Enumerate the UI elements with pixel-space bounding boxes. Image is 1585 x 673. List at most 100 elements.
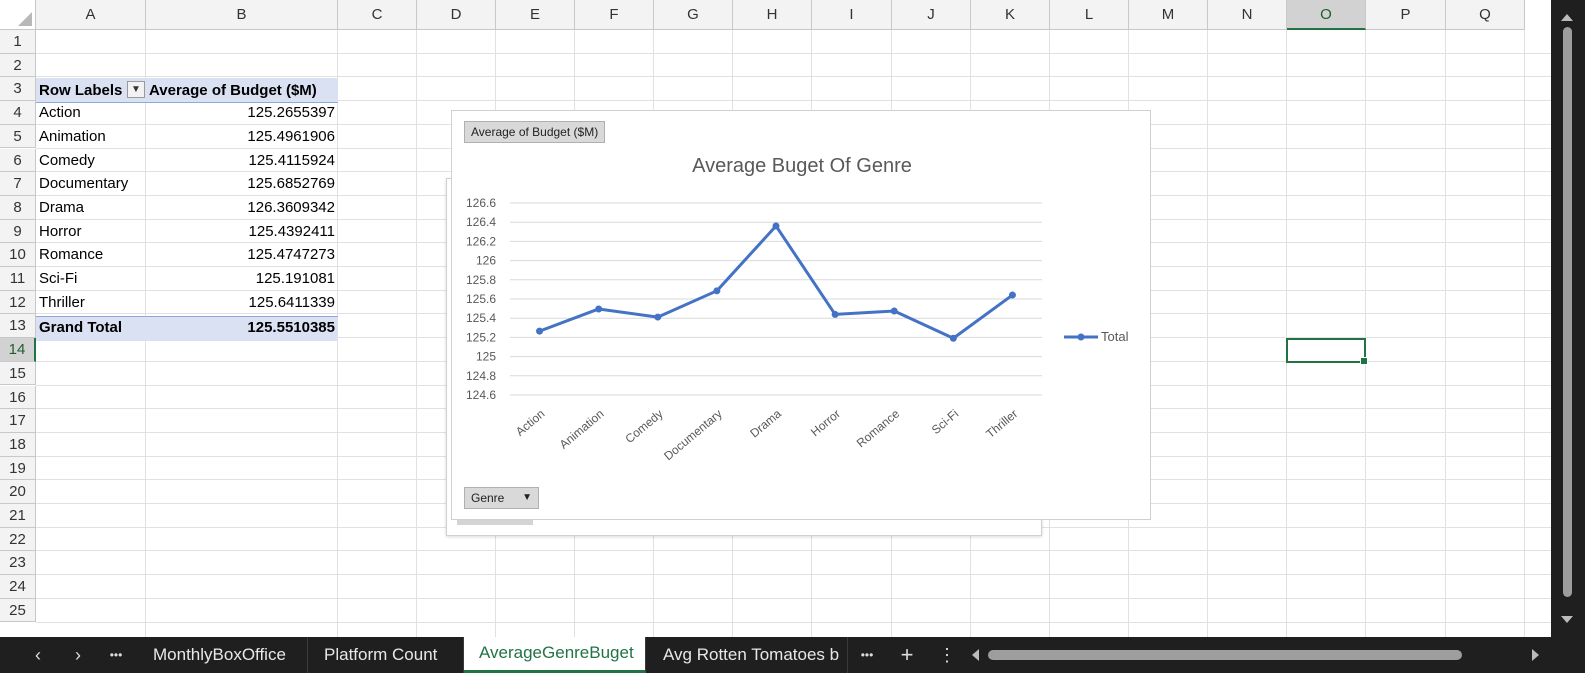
vertical-scrollbar[interactable] — [1551, 0, 1585, 637]
scroll-left-icon[interactable] — [972, 649, 979, 661]
pivot-row-value[interactable]: 125.191081 — [255, 270, 335, 287]
pivot-row-label[interactable]: Animation — [39, 127, 106, 145]
pivot-row-label[interactable]: Horror — [39, 222, 82, 240]
pivot-row-label[interactable]: Documentary — [39, 175, 129, 193]
pivot-row-label[interactable]: Sci-Fi — [39, 270, 78, 287]
x-tick-label: Action — [513, 407, 548, 439]
row-header-1[interactable]: 1 — [0, 30, 36, 54]
row-header-7[interactable]: 7 — [0, 172, 36, 196]
pivot-row-value[interactable]: 125.4392411 — [248, 222, 335, 240]
x-tick-label: Animation — [557, 407, 607, 452]
pivot-chart[interactable]: Average of Budget ($M) Average Buget Of … — [451, 110, 1151, 520]
more-sheets-icon[interactable]: ••• — [109, 648, 123, 662]
column-header-d[interactable]: D — [417, 0, 496, 30]
row-header-4[interactable]: 4 — [0, 101, 36, 125]
pivot-row-value[interactable]: 125.6852769 — [247, 175, 335, 193]
row-header-17[interactable]: 17 — [0, 409, 36, 433]
column-header-o[interactable]: O — [1287, 0, 1366, 30]
chart-plot-area[interactable]: 126.6 126.4 126.2 126 125.8 125.6 125.4 125.2 12… — [452, 111, 1152, 521]
horizontal-scroll-thumb[interactable] — [988, 650, 1462, 660]
grid-line — [36, 550, 1551, 552]
pivot-row-value[interactable]: 125.2655397 — [247, 104, 335, 122]
row-header-22[interactable]: 22 — [0, 527, 36, 552]
scroll-right-icon[interactable] — [1532, 649, 1539, 661]
y-tick-label: 126.4 — [466, 215, 496, 229]
column-header-q[interactable]: Q — [1446, 0, 1525, 30]
row-header-19[interactable]: 19 — [0, 456, 36, 481]
legend-marker-icon — [1077, 333, 1085, 341]
row-header-21[interactable]: 21 — [0, 504, 36, 528]
chart-title[interactable]: Average Buget Of Genre — [692, 155, 912, 177]
ghost-field-button — [457, 515, 533, 525]
row-header-12[interactable]: 12 — [0, 290, 36, 315]
x-tick-label: Documentary — [661, 407, 725, 464]
row-header-24[interactable]: 24 — [0, 575, 36, 599]
row-header-20[interactable]: 20 — [0, 480, 36, 504]
column-header-f[interactable]: F — [575, 0, 654, 30]
pivot-row-value[interactable]: 125.4961906 — [247, 127, 335, 145]
column-header-j[interactable]: J — [892, 0, 971, 30]
row-header-8[interactable]: 8 — [0, 195, 36, 220]
column-header-l[interactable]: L — [1050, 0, 1129, 30]
column-header-c[interactable]: C — [338, 0, 417, 30]
sheet-tab-platform-count[interactable]: Platform Count — [309, 637, 464, 673]
row-header-6[interactable]: 6 — [0, 148, 36, 173]
row-header-15[interactable]: 15 — [0, 361, 36, 386]
row-header-13[interactable]: 13 — [0, 314, 36, 339]
pivot-row-label[interactable]: Thriller — [39, 293, 85, 311]
grid-line — [416, 30, 417, 637]
sheet-tab-monthlyboxoffice[interactable]: MonthlyBoxOffice — [138, 637, 308, 673]
sheet-tab-averagegenrebuget[interactable]: AverageGenreBuget — [464, 637, 646, 673]
next-sheet-icon[interactable]: › — [75, 645, 81, 665]
column-header-a[interactable]: A — [36, 0, 146, 30]
column-header-i[interactable]: I — [812, 0, 892, 30]
row-header-25[interactable]: 25 — [0, 598, 36, 623]
row-header-18[interactable]: 18 — [0, 432, 36, 457]
row-header-9[interactable]: 9 — [0, 219, 36, 244]
active-cell[interactable] — [1286, 338, 1368, 365]
row-header-5[interactable]: 5 — [0, 124, 36, 149]
column-header-n[interactable]: N — [1208, 0, 1287, 30]
pivot-row-label[interactable]: Romance — [39, 246, 104, 264]
row-header-14[interactable]: 14 — [0, 338, 36, 362]
column-header-g[interactable]: G — [654, 0, 733, 30]
chart-axis-field-button[interactable]: Genre ▼ — [464, 487, 539, 509]
chart-value-field-button[interactable]: Average of Budget ($M) — [464, 121, 606, 143]
scroll-up-icon[interactable] — [1561, 14, 1573, 21]
column-header-e[interactable]: E — [496, 0, 575, 30]
column-header-p[interactable]: P — [1366, 0, 1446, 30]
select-all-corner[interactable] — [0, 0, 36, 30]
row-header-10[interactable]: 10 — [0, 243, 36, 267]
vertical-scroll-thumb[interactable] — [1563, 27, 1572, 597]
row-header-2[interactable]: 2 — [0, 53, 36, 78]
pivot-row-value[interactable]: 125.6411339 — [248, 293, 335, 311]
horizontal-scrollbar[interactable] — [968, 637, 1548, 673]
more-sheets-right-icon[interactable]: ••• — [860, 648, 874, 662]
pivot-row-value[interactable]: 125.4115924 — [248, 151, 335, 169]
add-sheet-icon[interactable]: + — [900, 642, 914, 667]
prev-sheet-icon[interactable]: ‹ — [35, 645, 41, 665]
data-point — [654, 313, 662, 321]
column-header-k[interactable]: K — [971, 0, 1050, 30]
pivot-row-label[interactable]: Comedy — [39, 151, 95, 169]
pivot-row-value[interactable]: 126.3609342 — [247, 198, 335, 216]
pivot-filter-button[interactable]: ▼ — [127, 81, 145, 98]
column-header-b[interactable]: B — [146, 0, 338, 30]
x-tick-label: Romance — [854, 406, 903, 450]
scroll-down-icon[interactable] — [1561, 616, 1573, 623]
column-header-h[interactable]: H — [733, 0, 812, 30]
column-header-m[interactable]: M — [1129, 0, 1208, 30]
pivot-row-label[interactable]: Drama — [39, 198, 85, 216]
data-point — [595, 305, 603, 313]
row-header-11[interactable]: 11 — [0, 267, 36, 291]
pivot-row-value[interactable]: 125.4747273 — [247, 246, 335, 264]
pivot-row-label[interactable]: Action — [39, 104, 81, 122]
x-tick-label: Thriller — [983, 407, 1020, 441]
sheet-options-icon[interactable]: ⋮ — [938, 645, 956, 665]
fill-handle[interactable] — [1360, 357, 1368, 365]
row-header-3[interactable]: 3 — [0, 77, 36, 102]
row-header-16[interactable]: 16 — [0, 385, 36, 410]
sheet-tab-avg-rotten-tomatoes-b[interactable]: Avg Rotten Tomatoes b — [648, 637, 848, 673]
row-header-23[interactable]: 23 — [0, 551, 36, 576]
